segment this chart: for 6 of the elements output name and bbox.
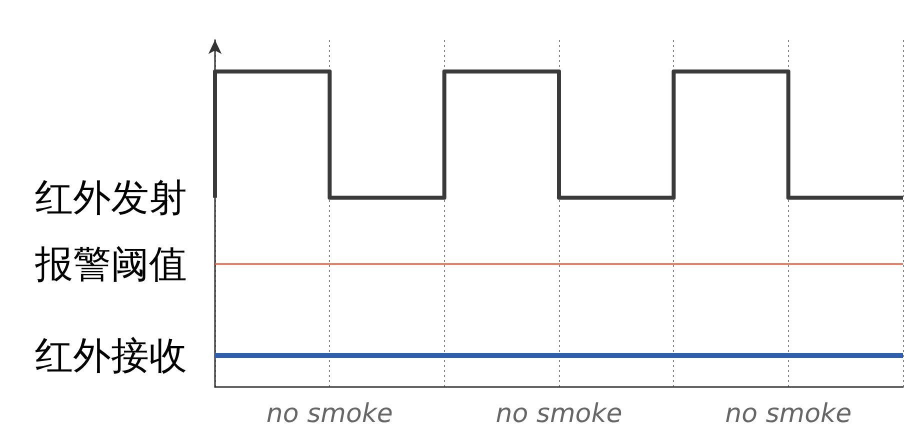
- text: no smoke: [496, 399, 622, 429]
- text: no smoke: [725, 399, 852, 429]
- text: no smoke: [266, 399, 393, 429]
- series-label: 报警阈值: [34, 242, 187, 286]
- series-label: 红外发射: [35, 176, 187, 220]
- series-label: 红外接收: [35, 333, 187, 378]
